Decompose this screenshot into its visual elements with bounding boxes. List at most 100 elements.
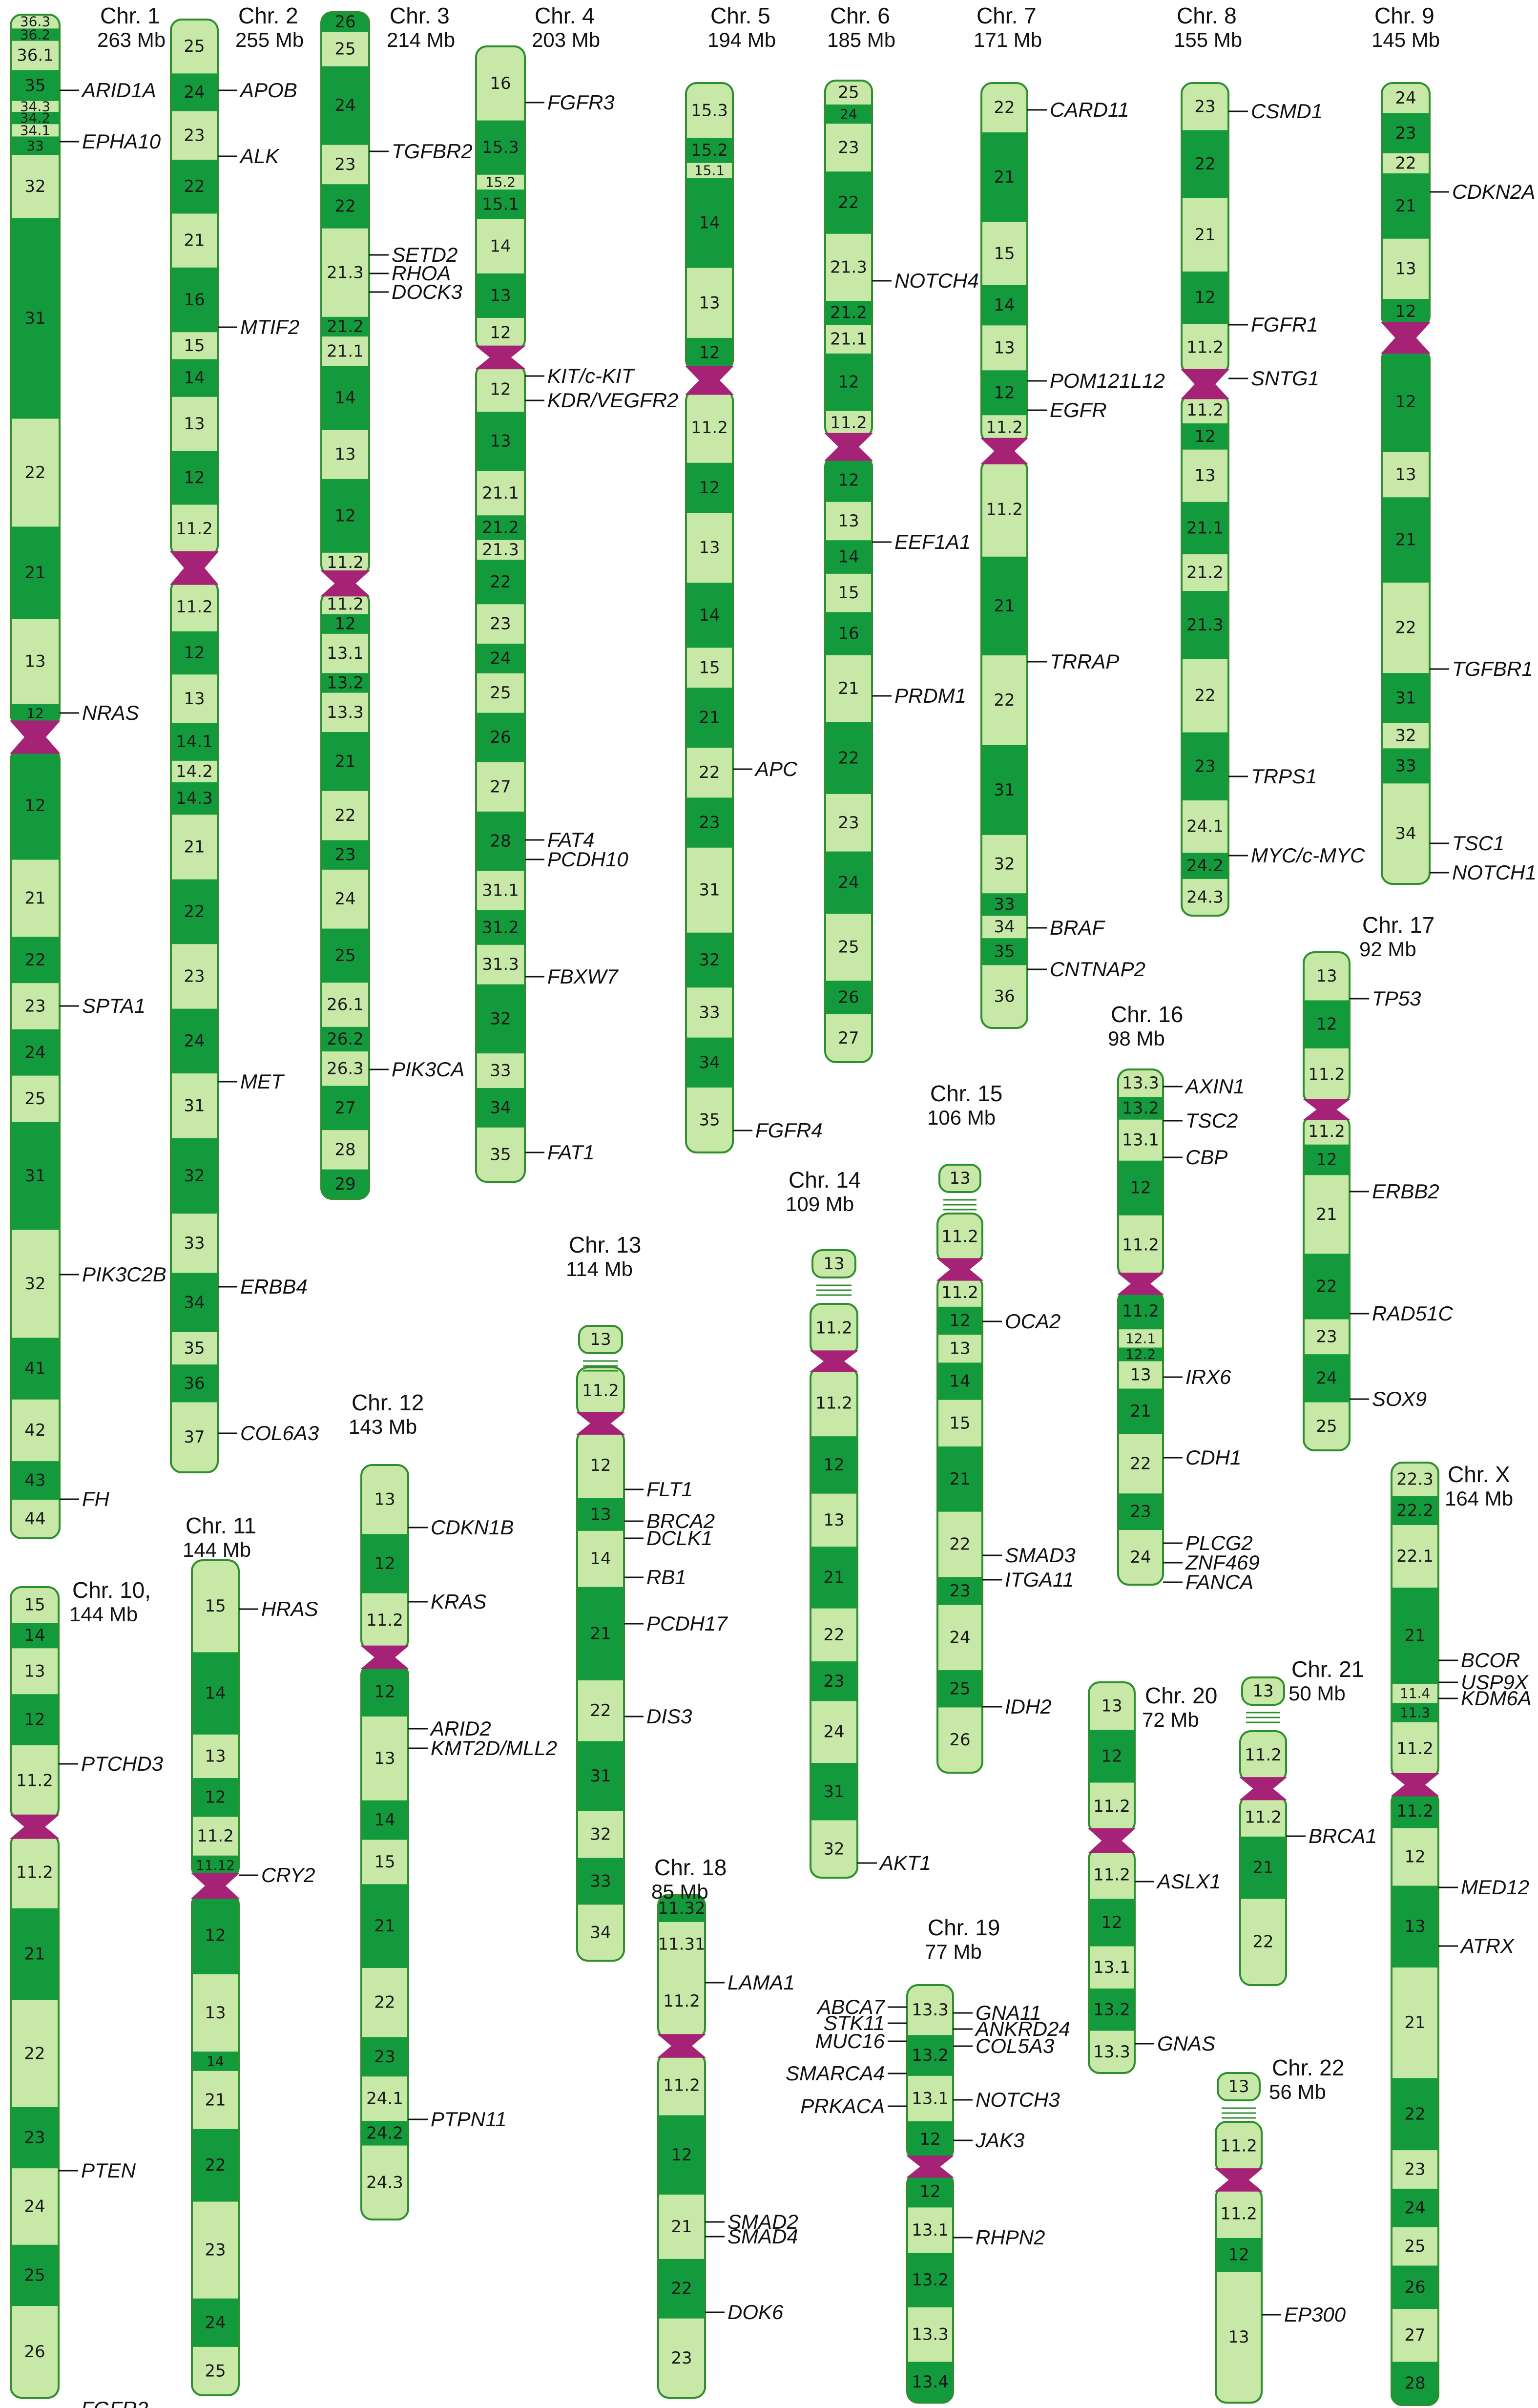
chromosome-10: 15 14 13 12 11.2 11.2 21 22 23 24 25 26 Chr. 10,144 … xyxy=(10,1577,163,2408)
band-segment xyxy=(1216,2238,1262,2272)
band-label: 25 xyxy=(1316,1417,1337,1436)
band-segment xyxy=(192,1896,239,1975)
band-label: 21.1 xyxy=(482,483,519,503)
gene-label: BRCA2 xyxy=(646,1509,715,1532)
band-label: 27 xyxy=(838,1028,859,1048)
band-label: 11.2 xyxy=(1396,1801,1434,1821)
centromere xyxy=(170,551,219,585)
band-segment xyxy=(171,1273,218,1333)
band-segment xyxy=(192,2298,239,2347)
band-label: 13 xyxy=(374,1490,395,1509)
band-label: 23 xyxy=(374,2047,395,2067)
band-label: 23 xyxy=(1316,1327,1337,1346)
band-label: 15.3 xyxy=(691,101,728,120)
chromosome-19: 13.3 13.2 13.1 12 12 13.1 13.2 13.3 13.4 Chr. 197… xyxy=(786,1915,1070,2404)
band-segment xyxy=(171,1073,218,1139)
band-label: 14 xyxy=(699,606,720,625)
band-segment xyxy=(577,1367,624,1415)
band-segment xyxy=(171,1214,218,1274)
band-label: 11.2 xyxy=(986,500,1023,519)
band-label: 31 xyxy=(823,1782,844,1801)
band-segment xyxy=(811,1370,857,1437)
band-segment xyxy=(937,1605,982,1671)
band-label: 24 xyxy=(949,1628,970,1647)
band-segment xyxy=(11,1908,59,2001)
band-segment xyxy=(1089,1682,1135,1730)
band-label: 22 xyxy=(205,2156,226,2175)
band-label: 25 xyxy=(205,2361,226,2381)
band-segment xyxy=(321,145,369,185)
band-label: 22 xyxy=(994,691,1015,710)
band-segment xyxy=(11,101,60,112)
gene-label: PRDM1 xyxy=(894,684,966,707)
band-label: 13.4 xyxy=(912,2372,949,2392)
band-label: 31.1 xyxy=(482,881,519,900)
band-segment xyxy=(321,673,369,693)
band-segment xyxy=(686,583,733,648)
band-label: 33 xyxy=(184,1234,205,1253)
band-segment xyxy=(171,20,218,74)
gene-label: KIT/c-KIT xyxy=(547,364,636,387)
band-segment xyxy=(171,111,218,160)
gene-label: DCLK1 xyxy=(646,1527,712,1549)
band-label: 11.2 xyxy=(663,2076,700,2095)
band-label: 22 xyxy=(949,1534,970,1554)
gene-label: IRX6 xyxy=(1185,1365,1231,1388)
band-label: 13 xyxy=(1194,466,1215,485)
band-label: 12 xyxy=(24,1710,45,1729)
band-segment xyxy=(171,879,218,944)
band-segment xyxy=(11,2244,59,2306)
gene-label: COL6A3 xyxy=(240,1422,319,1445)
chromosome-5: 15.3 15.2 15.1 14 13 12 11.2 12 13 14 15 21 22 23 31 32… xyxy=(685,3,823,1153)
band-label: 13 xyxy=(699,293,720,313)
chromosome-8: 23 22 21 12 11.2 11.2 12 13 21.1 21.2 21.3 22 23 24.1… xyxy=(1174,3,1365,917)
band-segment xyxy=(171,631,218,675)
band-segment xyxy=(825,540,872,574)
band-label: 22 xyxy=(334,196,355,216)
band-label: 13 xyxy=(184,689,205,709)
band-label: 15 xyxy=(184,336,205,356)
band-segment xyxy=(171,723,218,761)
gene-label: GNAS xyxy=(1157,2032,1215,2055)
band-segment xyxy=(825,981,872,1015)
chromosome-size: 255 Mb xyxy=(235,28,304,51)
band-label: 21.2 xyxy=(482,518,519,538)
band-label: 23 xyxy=(205,2240,226,2260)
band-label: 11.2 xyxy=(1186,400,1224,420)
band-segment xyxy=(1304,1175,1350,1254)
band-segment xyxy=(11,2306,59,2398)
band-label: 15 xyxy=(994,244,1015,263)
band-label: 33 xyxy=(590,1871,611,1891)
band-label: 13.2 xyxy=(327,673,364,692)
band-segment xyxy=(11,526,60,620)
band-segment xyxy=(11,704,60,723)
band-label: 24 xyxy=(1395,88,1416,108)
centromere xyxy=(191,1873,240,1899)
gene-label: COL5A3 xyxy=(976,2034,1054,2057)
band-label: 24.1 xyxy=(1186,817,1224,837)
band-label: 11.2 xyxy=(830,413,867,433)
band-label: 23 xyxy=(490,614,511,634)
band-label: 12 xyxy=(184,468,205,487)
band-segment xyxy=(192,2071,239,2130)
band-segment xyxy=(361,1717,408,1801)
band-label: 13.3 xyxy=(912,2325,949,2345)
band-label: 12 xyxy=(1316,1015,1337,1034)
centromere xyxy=(1239,1777,1287,1801)
band-segment xyxy=(321,336,369,366)
chromosome-1: 36.336.2 36.1 35 34.334.234.133 32 31 22 21 13 12… xyxy=(10,3,166,1539)
band-label: 13 xyxy=(994,338,1015,357)
band-segment xyxy=(192,1652,239,1735)
band-segment xyxy=(171,782,218,815)
band-label: 26.2 xyxy=(327,1029,364,1049)
band-segment xyxy=(1182,324,1228,372)
chromosome-bands xyxy=(1382,83,1430,884)
band-label: 32 xyxy=(590,1825,611,1844)
band-label: 24 xyxy=(205,2313,226,2332)
band-label: 11.2 xyxy=(197,1826,234,1846)
band-label: 15.2 xyxy=(691,141,728,160)
band-label: 23 xyxy=(823,1672,844,1691)
band-label: 21 xyxy=(1395,196,1416,216)
